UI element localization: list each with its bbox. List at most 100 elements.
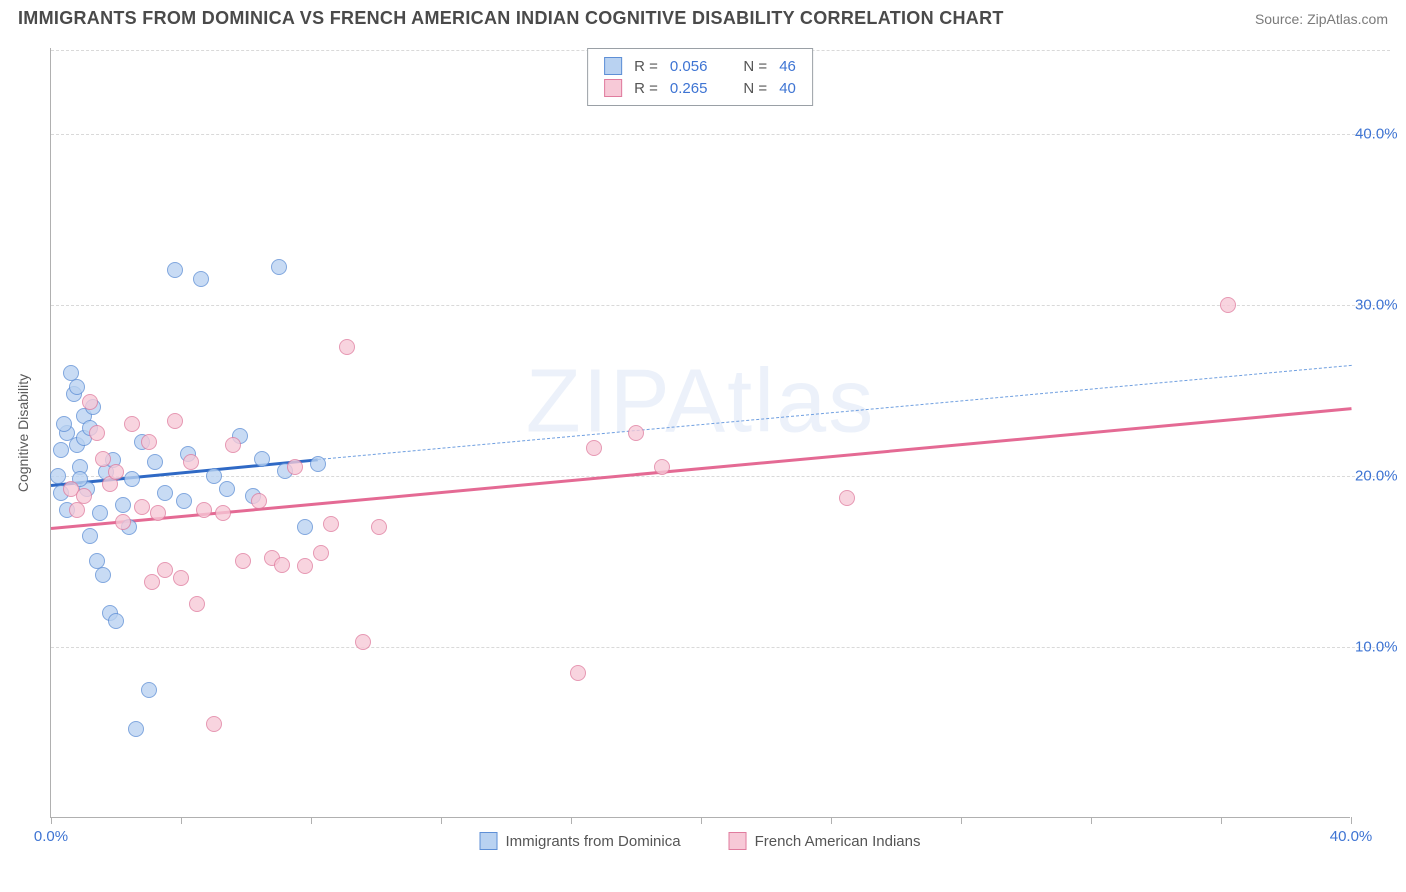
trend-line bbox=[317, 365, 1351, 460]
data-point bbox=[82, 394, 98, 410]
data-point bbox=[287, 459, 303, 475]
data-point bbox=[173, 570, 189, 586]
data-point bbox=[628, 425, 644, 441]
data-point bbox=[92, 505, 108, 521]
watermark: ZIPAtlas bbox=[526, 350, 875, 453]
legend-item-2: French American Indians bbox=[729, 832, 921, 850]
data-point bbox=[839, 490, 855, 506]
data-point bbox=[313, 545, 329, 561]
data-point bbox=[225, 437, 241, 453]
data-point bbox=[95, 451, 111, 467]
data-point bbox=[89, 425, 105, 441]
data-point bbox=[115, 497, 131, 513]
data-point bbox=[323, 516, 339, 532]
x-tick bbox=[1091, 817, 1092, 824]
gridline bbox=[51, 476, 1390, 477]
legend-row-series-1: R = 0.056 N = 46 bbox=[604, 55, 796, 77]
data-point bbox=[124, 471, 140, 487]
y-tick-label: 40.0% bbox=[1355, 125, 1406, 142]
x-tick bbox=[1221, 817, 1222, 824]
x-tick-label: 0.0% bbox=[34, 828, 68, 845]
data-point bbox=[570, 665, 586, 681]
data-point bbox=[69, 502, 85, 518]
chart-title: IMMIGRANTS FROM DOMINICA VS FRENCH AMERI… bbox=[18, 8, 1004, 29]
chart-area: ZIPAtlas Cognitive Disability 10.0%20.0%… bbox=[50, 48, 1350, 818]
data-point bbox=[193, 271, 209, 287]
data-point bbox=[128, 721, 144, 737]
data-point bbox=[76, 488, 92, 504]
data-point bbox=[251, 493, 267, 509]
data-point bbox=[586, 440, 602, 456]
data-point bbox=[157, 485, 173, 501]
y-tick-label: 30.0% bbox=[1355, 296, 1406, 313]
data-point bbox=[215, 505, 231, 521]
gridline bbox=[51, 647, 1390, 648]
y-tick-label: 10.0% bbox=[1355, 638, 1406, 655]
data-point bbox=[219, 481, 235, 497]
x-tick bbox=[571, 817, 572, 824]
x-tick bbox=[51, 817, 52, 824]
data-point bbox=[206, 716, 222, 732]
data-point bbox=[176, 493, 192, 509]
data-point bbox=[141, 434, 157, 450]
swatch-series-1 bbox=[604, 57, 622, 75]
data-point bbox=[196, 502, 212, 518]
data-point bbox=[271, 259, 287, 275]
x-tick bbox=[831, 817, 832, 824]
data-point bbox=[206, 468, 222, 484]
data-point bbox=[150, 505, 166, 521]
x-tick bbox=[181, 817, 182, 824]
data-point bbox=[183, 454, 199, 470]
x-tick bbox=[311, 817, 312, 824]
gridline bbox=[51, 305, 1390, 306]
data-point bbox=[235, 553, 251, 569]
gridline bbox=[51, 134, 1390, 135]
data-point bbox=[654, 459, 670, 475]
data-point bbox=[355, 634, 371, 650]
data-point bbox=[69, 379, 85, 395]
data-point bbox=[1220, 297, 1236, 313]
swatch-series-1-b bbox=[480, 832, 498, 850]
data-point bbox=[82, 528, 98, 544]
data-point bbox=[134, 499, 150, 515]
legend-row-series-2: R = 0.265 N = 40 bbox=[604, 77, 796, 99]
x-tick bbox=[1351, 817, 1352, 824]
y-tick-label: 20.0% bbox=[1355, 467, 1406, 484]
data-point bbox=[53, 442, 69, 458]
data-point bbox=[297, 519, 313, 535]
swatch-series-2 bbox=[604, 79, 622, 97]
data-point bbox=[108, 464, 124, 480]
swatch-series-2-b bbox=[729, 832, 747, 850]
data-point bbox=[95, 567, 111, 583]
legend-stats: R = 0.056 N = 46 R = 0.265 N = 40 bbox=[587, 48, 813, 106]
chart-header: IMMIGRANTS FROM DOMINICA VS FRENCH AMERI… bbox=[18, 8, 1388, 29]
x-tick-label: 40.0% bbox=[1330, 828, 1373, 845]
data-point bbox=[50, 468, 66, 484]
data-point bbox=[115, 514, 131, 530]
data-point bbox=[167, 262, 183, 278]
data-point bbox=[167, 413, 183, 429]
x-tick bbox=[701, 817, 702, 824]
source-credit: Source: ZipAtlas.com bbox=[1255, 11, 1388, 27]
plot-region: ZIPAtlas Cognitive Disability 10.0%20.0%… bbox=[50, 48, 1350, 818]
data-point bbox=[310, 456, 326, 472]
legend-item-1: Immigrants from Dominica bbox=[480, 832, 681, 850]
data-point bbox=[339, 339, 355, 355]
data-point bbox=[56, 416, 72, 432]
data-point bbox=[141, 682, 157, 698]
data-point bbox=[254, 451, 270, 467]
data-point bbox=[147, 454, 163, 470]
data-point bbox=[189, 596, 205, 612]
trend-line bbox=[51, 407, 1351, 530]
x-tick bbox=[961, 817, 962, 824]
data-point bbox=[297, 558, 313, 574]
x-tick bbox=[441, 817, 442, 824]
data-point bbox=[144, 574, 160, 590]
data-point bbox=[124, 416, 140, 432]
y-axis-label: Cognitive Disability bbox=[15, 373, 31, 491]
data-point bbox=[371, 519, 387, 535]
data-point bbox=[274, 557, 290, 573]
legend-series: Immigrants from Dominica French American… bbox=[480, 832, 921, 850]
data-point bbox=[157, 562, 173, 578]
data-point bbox=[108, 613, 124, 629]
